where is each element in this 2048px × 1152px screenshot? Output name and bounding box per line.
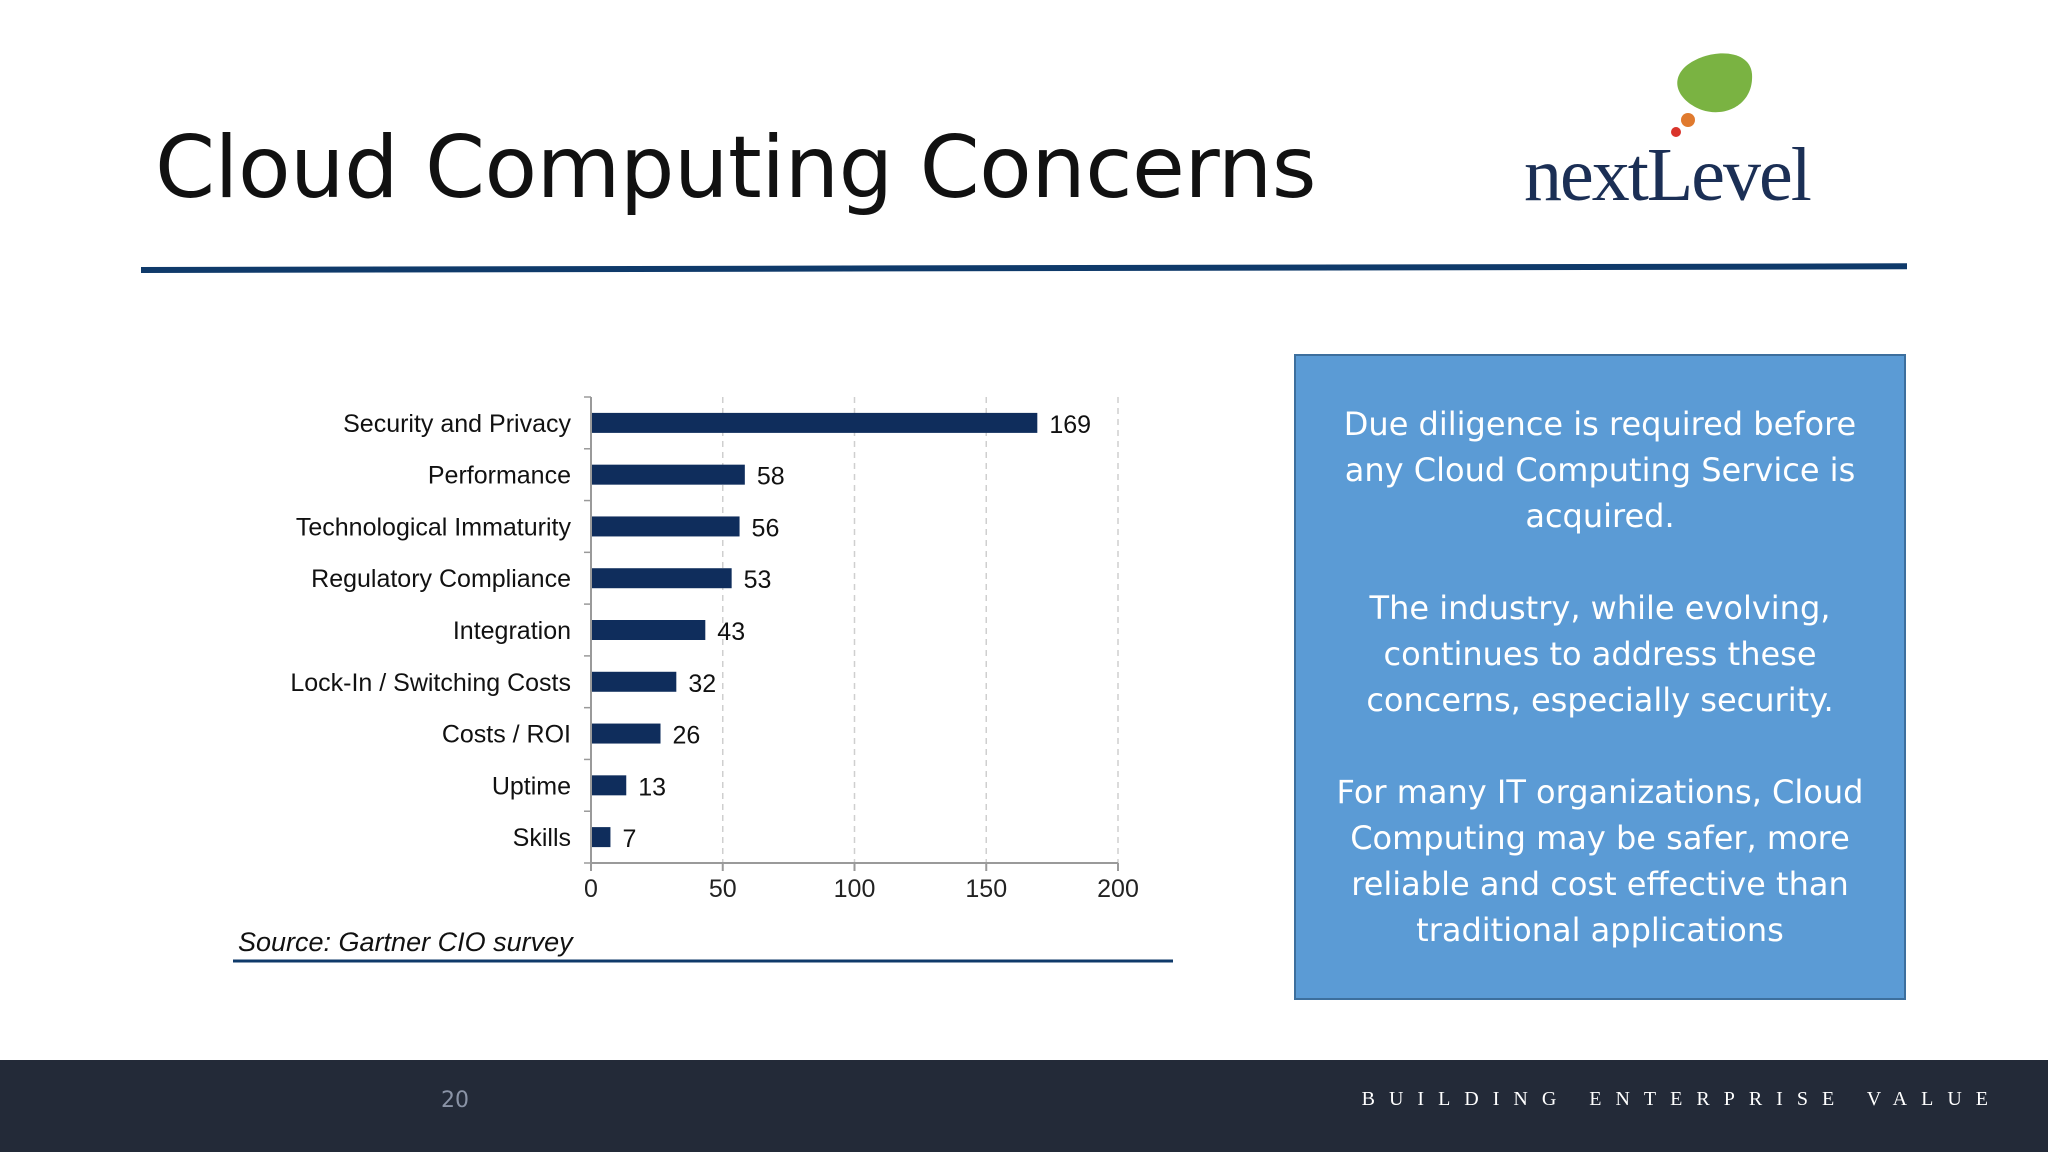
slide-title: Cloud Computing Concerns — [155, 118, 1317, 218]
chart-ticks: 0 50 100 150 200 — [584, 396, 1139, 903]
info-paragraph-it-organizations: For many IT organizations, Cloud Computi… — [1336, 773, 1864, 949]
value-label-uptime: 13 — [638, 773, 666, 801]
chart-bars: Security and Privacy 169 Performance 58 Tech… — [290, 410, 1091, 853]
value-label-integration: 43 — [717, 618, 745, 646]
value-label-skills: 7 — [622, 825, 636, 853]
category-label-technological-immaturity: Technological Immaturity — [296, 513, 572, 541]
logo-wordmark: nextLevel — [1524, 133, 1811, 216]
info-paragraph-industry: The industry, while evolving, continues … — [1366, 589, 1834, 719]
value-label-lock-in-switching-costs: 32 — [688, 670, 716, 698]
x-tick-label-150: 150 — [965, 875, 1007, 903]
value-label-regulatory-compliance: 53 — [744, 566, 772, 594]
company-logo: nextLevel — [1518, 46, 1918, 217]
value-label-performance: 58 — [757, 463, 785, 491]
value-label-costs-roi: 26 — [673, 722, 701, 750]
title-divider — [140, 263, 1908, 273]
bar-technological-immaturity — [592, 516, 740, 537]
bar-skills — [592, 827, 611, 848]
bar-uptime — [592, 775, 627, 796]
info-box: Due diligence is required before any Clo… — [1294, 354, 1906, 1000]
bar-integration — [592, 620, 706, 640]
logo-orange-dot-icon — [1681, 113, 1695, 127]
x-tick-label-100: 100 — [834, 875, 876, 903]
info-paragraph-due-diligence: Due diligence is required before any Clo… — [1343, 405, 1857, 535]
logo-leaf-icon — [1677, 53, 1753, 113]
x-tick-label-0: 0 — [584, 875, 598, 903]
value-label-technological-immaturity: 56 — [752, 514, 780, 542]
category-label-lock-in-switching-costs: Lock-In / Switching Costs — [290, 669, 571, 697]
category-label-uptime: Uptime — [492, 772, 571, 800]
value-label-security-and-privacy: 169 — [1049, 411, 1091, 439]
footer-tagline: BUILDING ENTERPRISE VALUE — [1361, 1088, 2002, 1110]
x-tick-label-50: 50 — [709, 875, 737, 903]
category-label-performance: Performance — [428, 462, 571, 490]
category-label-skills: Skills — [513, 824, 571, 852]
chart-source: Source: Gartner CIO survey — [238, 927, 574, 957]
footer-bar: 20 BUILDING ENTERPRISE VALUE — [0, 1060, 2048, 1152]
bar-security-and-privacy — [592, 412, 1038, 433]
x-tick-label-200: 200 — [1097, 875, 1139, 903]
bar-performance — [592, 464, 745, 485]
logo-graphic: nextLevel — [1524, 53, 1813, 217]
bar-regulatory-compliance — [592, 568, 732, 589]
bar-lock-in-switching-costs — [592, 671, 677, 692]
concerns-bar-chart: Security and Privacy 169 Performance 58 Tech… — [233, 396, 1173, 963]
category-label-costs-roi: Costs / ROI — [442, 721, 571, 749]
category-label-regulatory-compliance: Regulatory Compliance — [311, 565, 571, 593]
page-number: 20 — [441, 1088, 469, 1113]
bar-costs-roi — [592, 723, 661, 744]
logo-red-dot-icon — [1671, 127, 1681, 137]
category-label-integration: Integration — [453, 617, 571, 645]
category-label-security-and-privacy: Security and Privacy — [343, 410, 571, 438]
